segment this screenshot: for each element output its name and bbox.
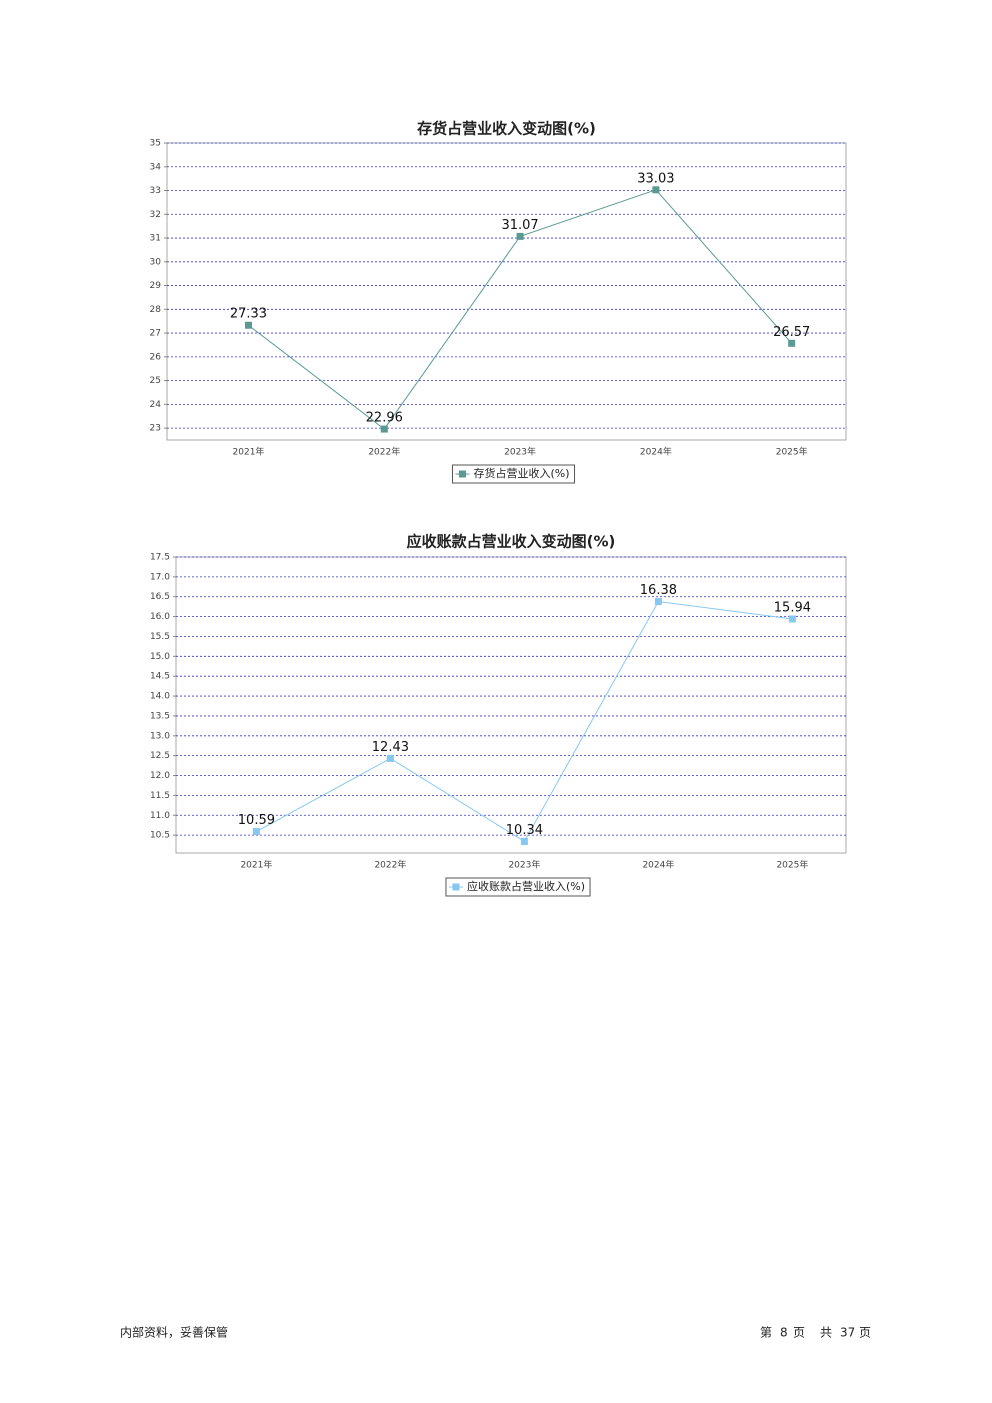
y-tick-label: 33 — [150, 186, 161, 196]
value-label: 27.33 — [230, 307, 267, 322]
legend: 存货占营业收入(%) — [451, 464, 576, 484]
y-tick-label: 13.5 — [150, 711, 170, 721]
y-tick-label: 30 — [150, 257, 162, 267]
x-tick-label: 2022年 — [374, 859, 406, 871]
x-tick-label: 2025年 — [776, 859, 808, 871]
y-tick-label: 29 — [150, 281, 162, 291]
point — [654, 597, 662, 605]
value-label: 22.96 — [366, 411, 403, 426]
x-tick-label: 2021年 — [240, 859, 272, 871]
y-tick-label: 11.5 — [150, 791, 170, 801]
point — [244, 321, 252, 329]
x-tick-label: 2022年 — [368, 446, 400, 458]
value-label: 12.43 — [372, 740, 409, 755]
chart-title: 应收账款占营业收入变动图(%) — [407, 533, 616, 551]
value-label: 10.59 — [238, 813, 275, 828]
footer-total-suffix: 页 — [859, 1326, 871, 1340]
value-label: 33.03 — [637, 171, 674, 186]
plot-frame — [175, 556, 847, 854]
legend-label: 应收账款占营业收入(%) — [467, 879, 585, 893]
x-tick-label: 2025年 — [776, 446, 808, 458]
x-tick-label: 2024年 — [642, 859, 674, 871]
chart-title: 存货占营业收入变动图(%) — [417, 120, 596, 138]
y-tick-label: 15.5 — [150, 632, 170, 642]
y-tick-label: 12.0 — [150, 771, 170, 781]
y-tick-label: 17.0 — [150, 572, 170, 582]
footer-total: 37 — [840, 1326, 855, 1340]
footer-page-suffix: 页 — [793, 1326, 805, 1340]
y-tick-label: 13.0 — [150, 731, 170, 741]
point — [252, 828, 260, 836]
point — [380, 425, 388, 433]
y-tick-label: 17.5 — [150, 553, 170, 563]
x-tick-label: 2021年 — [233, 446, 265, 458]
legend-box — [451, 464, 576, 484]
y-tick-label: 34 — [150, 162, 162, 172]
y-tick-label: 32 — [150, 210, 161, 220]
point — [516, 232, 524, 240]
footer-page-prefix: 第 — [760, 1326, 772, 1340]
value-label: 10.34 — [506, 823, 543, 838]
y-tick-label: 24 — [150, 400, 162, 410]
y-tick-label: 28 — [150, 305, 162, 315]
x-tick-label: 2024年 — [640, 446, 672, 458]
plot-frame — [166, 142, 847, 441]
y-tick-label: 14.5 — [150, 672, 170, 682]
x-tick-label: 2023年 — [504, 446, 536, 458]
y-tick-label: 14.0 — [150, 692, 170, 702]
y-tick-label: 10.5 — [150, 831, 170, 841]
x-tick-label: 2023年 — [508, 859, 540, 871]
y-tick-label: 16.5 — [150, 592, 170, 602]
y-tick-label: 15.0 — [150, 652, 170, 662]
y-tick-label: 26 — [150, 352, 162, 362]
value-label: 31.07 — [501, 218, 538, 233]
point — [652, 186, 660, 194]
y-tick-label: 12.5 — [150, 751, 170, 761]
y-tick-label: 31 — [150, 234, 161, 244]
legend-box — [445, 877, 591, 897]
footer-total-prefix: 共 — [820, 1326, 832, 1340]
footer-page: 8 — [780, 1326, 788, 1340]
value-label: 16.38 — [640, 583, 677, 598]
point — [788, 615, 796, 623]
legend-label: 存货占营业收入(%) — [473, 466, 569, 480]
footer-note: 内部资料，妥善保管 — [120, 1325, 228, 1340]
value-label: 26.57 — [773, 325, 810, 340]
y-tick-label: 27 — [150, 329, 161, 339]
series-line — [256, 600, 793, 843]
y-tick-label: 25 — [150, 376, 161, 386]
y-tick-label: 16.0 — [150, 612, 170, 622]
value-label: 15.94 — [774, 600, 811, 615]
point — [386, 754, 394, 762]
point — [788, 339, 796, 347]
y-tick-label: 35 — [150, 139, 161, 149]
legend: 应收账款占营业收入(%) — [445, 877, 591, 897]
point — [520, 837, 528, 845]
y-tick-label: 23 — [150, 424, 161, 434]
y-tick-label: 11.0 — [150, 811, 170, 821]
